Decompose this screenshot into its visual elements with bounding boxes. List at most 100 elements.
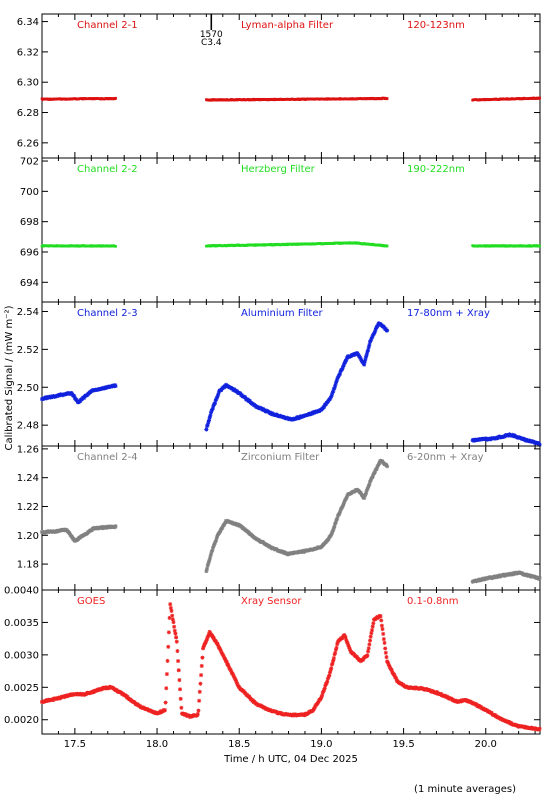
data-point <box>214 535 219 540</box>
y-tick-label: 6.26 <box>17 138 39 149</box>
data-point <box>342 499 347 504</box>
data-point <box>373 326 378 331</box>
data-point <box>373 328 378 333</box>
data-point <box>385 244 389 248</box>
data-point <box>362 496 367 501</box>
data-point <box>333 650 338 655</box>
y-tick-label: 2.52 <box>17 345 39 356</box>
data-point <box>223 657 228 662</box>
data-point <box>320 406 325 411</box>
data-point <box>331 656 336 661</box>
y-tick-label: 700 <box>20 187 39 198</box>
data-point <box>233 678 238 683</box>
data-point <box>210 405 215 410</box>
data-point <box>341 364 346 369</box>
data-point <box>220 524 225 529</box>
data-point <box>370 335 375 340</box>
panel-label: Zirconium Filter <box>241 452 320 463</box>
data-point <box>329 394 334 399</box>
data-point <box>205 566 210 571</box>
data-point <box>537 575 542 580</box>
data-point <box>89 528 94 533</box>
data-point <box>367 342 372 347</box>
data-point <box>372 470 377 475</box>
panel-2: 694 696 698 700 702 Channel 2-2 Herzberg Filte… <box>20 157 541 303</box>
data-point <box>173 631 178 636</box>
data-point <box>381 631 386 636</box>
data-point <box>215 394 220 399</box>
data-point <box>229 669 234 674</box>
y-tick-label: 702 <box>20 157 39 168</box>
data-point <box>169 608 174 613</box>
data-point <box>211 544 216 549</box>
data-point <box>214 395 219 400</box>
y-tick-label: 1.26 <box>17 444 39 455</box>
data-point <box>214 639 219 644</box>
data-point <box>332 524 337 529</box>
data-point <box>387 663 392 668</box>
data-point <box>327 673 332 678</box>
data-point <box>345 494 350 499</box>
data-point <box>196 708 201 713</box>
data-point <box>215 641 220 646</box>
data-point <box>344 638 349 643</box>
data-point <box>477 704 482 709</box>
data-point <box>334 645 339 650</box>
panel-frame <box>41 13 541 159</box>
data-point <box>206 420 211 425</box>
data-point <box>331 525 336 530</box>
data-point <box>205 423 210 427</box>
data-point <box>537 726 542 731</box>
data-point <box>366 348 371 353</box>
data-point <box>344 357 349 362</box>
y-tick-label: 6.32 <box>17 47 39 58</box>
data-point <box>318 696 323 701</box>
data-point <box>207 415 212 420</box>
data-point <box>383 646 388 651</box>
flare-marker-id: 1570 <box>200 30 223 40</box>
data-point <box>322 688 327 693</box>
y-tick-label: 1.22 <box>17 502 39 513</box>
y-tick-label: 0.0030 <box>4 650 39 661</box>
panel-label: 190-222nm <box>407 164 465 175</box>
data-point <box>538 244 541 248</box>
data-point <box>170 617 175 622</box>
data-point <box>230 386 235 391</box>
data-point <box>206 634 211 639</box>
data-point <box>235 389 240 394</box>
data-point <box>174 639 179 644</box>
data-point <box>210 407 215 412</box>
data-point <box>341 363 346 368</box>
data-point <box>213 398 218 403</box>
data-point <box>162 708 167 713</box>
x-tick-label: 19.0 <box>310 739 332 750</box>
data-point <box>212 401 217 406</box>
data-point <box>176 668 181 673</box>
data-point <box>373 468 378 473</box>
panel-4: 1.18 1.20 1.22 1.24 1.26 Channel 2-4 Zirconium… <box>17 444 542 591</box>
data-point <box>210 545 215 550</box>
data-point <box>386 662 391 667</box>
data-point <box>344 496 349 501</box>
data-point <box>370 624 375 629</box>
data-point <box>205 563 210 568</box>
data-point <box>330 390 335 395</box>
data-point <box>171 620 176 625</box>
data-point <box>178 687 183 692</box>
data-point <box>170 613 175 618</box>
data-point <box>324 402 329 407</box>
data-point <box>364 488 369 493</box>
panel-label: Herzberg Filter <box>241 164 316 175</box>
data-point <box>172 624 177 629</box>
data-point <box>202 642 207 647</box>
y-tick-label: 1.24 <box>17 473 39 484</box>
data-point <box>331 528 336 533</box>
data-point <box>372 331 376 336</box>
data-point <box>340 635 345 640</box>
panel-label: Lyman-alpha Filter <box>241 20 334 31</box>
data-point <box>222 522 227 527</box>
panel-5: 0.0020 0.0025 0.0030 0.0035 0.0040 GOES Xray S… <box>4 586 542 750</box>
data-point <box>206 418 211 423</box>
data-point <box>329 662 334 667</box>
